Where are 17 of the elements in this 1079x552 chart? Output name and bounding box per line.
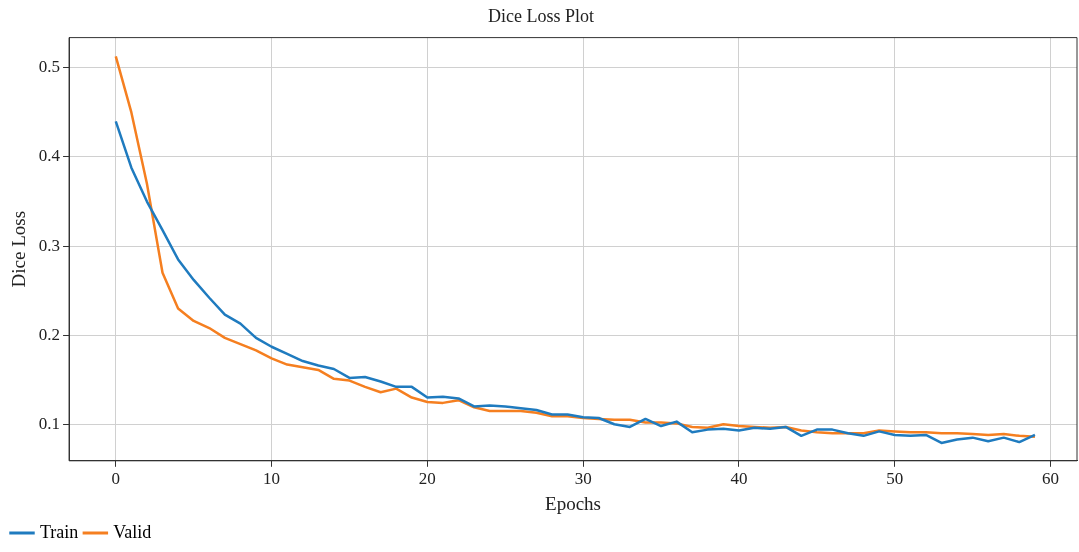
x-tick-label: 20 — [418, 469, 436, 489]
legend-label: Valid — [113, 521, 152, 542]
x-axis-title: Epochs — [545, 492, 601, 514]
y-axis-title: Dice Loss — [8, 210, 30, 288]
x-tick-label: 0 — [111, 469, 121, 489]
y-tick-label: 0.4 — [38, 146, 61, 166]
y-tick-label: 0.2 — [38, 324, 61, 344]
x-tick-label: 10 — [263, 469, 281, 489]
legend-label: Train — [40, 521, 79, 542]
chart-title: Dice Loss Plot — [488, 5, 594, 26]
y-tick-label: 0.5 — [38, 57, 61, 77]
x-tick-label: 60 — [1042, 469, 1060, 489]
y-tick-label: 0.3 — [38, 235, 61, 255]
x-tick-label: 50 — [886, 469, 904, 489]
y-tick-label: 0.1 — [38, 413, 61, 433]
x-tick-label: 40 — [730, 469, 748, 489]
x-tick-label: 30 — [574, 469, 592, 489]
